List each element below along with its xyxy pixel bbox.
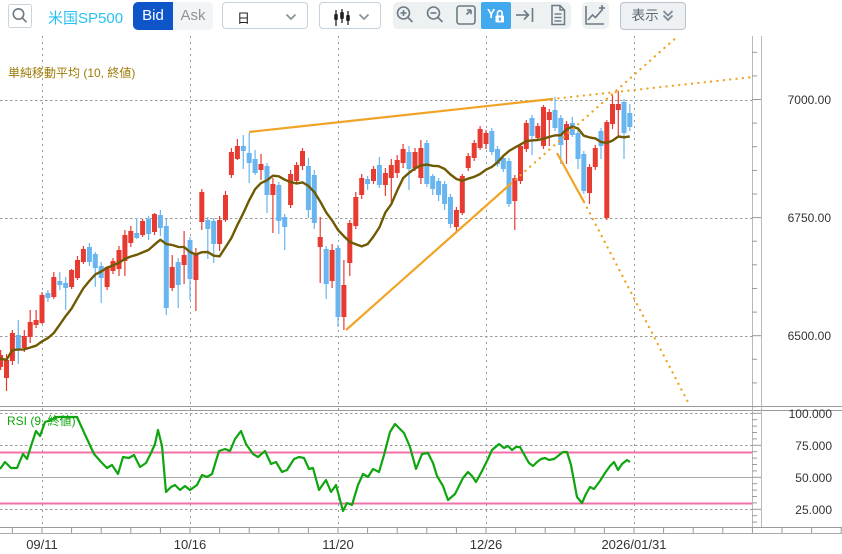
svg-text:25.000: 25.000 [795,503,832,517]
svg-text:50.000: 50.000 [795,471,832,485]
svg-text:Y: Y [487,7,496,21]
svg-text:11/20: 11/20 [322,537,354,552]
svg-text:10/16: 10/16 [174,537,207,552]
svg-text:12/26: 12/26 [470,537,503,552]
svg-text:6750.00: 6750.00 [788,211,832,225]
svg-text:75.000: 75.000 [795,439,832,453]
svg-text:2026/01/31: 2026/01/31 [601,537,666,552]
svg-text:09/11: 09/11 [26,537,58,552]
svg-text:100.000: 100.000 [789,407,833,421]
svg-text:6500.00: 6500.00 [788,329,832,343]
svg-text:7000.00: 7000.00 [788,93,832,107]
svg-text:単純移動平均 (10, 終値): 単純移動平均 (10, 終値) [8,65,135,80]
svg-text:RSI (9, 終値): RSI (9, 終値) [7,413,76,428]
